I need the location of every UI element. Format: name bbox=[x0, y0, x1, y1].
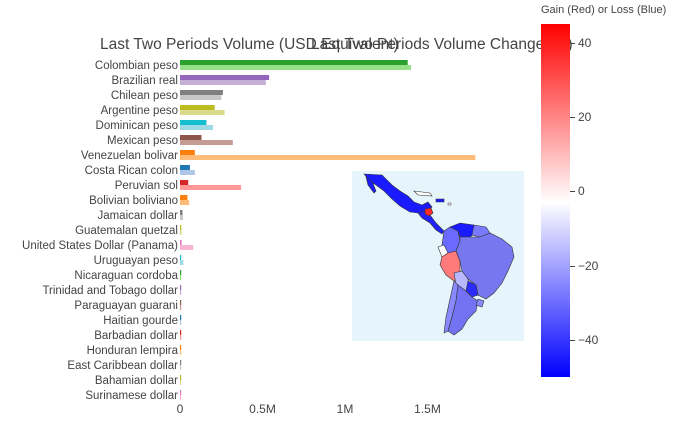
category-label: Surinamese dollar bbox=[85, 390, 178, 402]
x-tick-label: 1M bbox=[337, 402, 354, 416]
category-label: Dominican peso bbox=[96, 120, 178, 132]
colorbar-tick-label: 0 bbox=[578, 184, 585, 199]
region-caribbean bbox=[413, 190, 433, 197]
bar bbox=[180, 180, 189, 185]
category-label: Costa Rican colon bbox=[85, 165, 178, 177]
bar bbox=[180, 390, 182, 395]
colorbar-tick-label: 40 bbox=[578, 35, 592, 50]
bar bbox=[180, 60, 408, 65]
region-hispaniola bbox=[435, 198, 445, 203]
category-label: Honduran lempira bbox=[87, 345, 179, 357]
colorbar-tick-mark bbox=[570, 265, 575, 267]
bar bbox=[180, 95, 222, 100]
colorbar-tick-label: −40 bbox=[578, 332, 599, 347]
bar bbox=[180, 150, 195, 155]
category-label: Chilean peso bbox=[111, 90, 178, 102]
bar bbox=[180, 80, 266, 85]
bar bbox=[180, 65, 411, 70]
bar bbox=[180, 360, 182, 365]
category-label: Paraguayan guarani bbox=[74, 300, 178, 312]
bar bbox=[180, 90, 223, 95]
colorbar-tick-mark bbox=[570, 116, 575, 118]
bar bbox=[180, 365, 182, 370]
region-uruguay bbox=[475, 298, 485, 308]
category-label: Uruguayan peso bbox=[94, 255, 178, 267]
bar bbox=[180, 120, 207, 125]
bar bbox=[180, 240, 182, 245]
category-label: United States Dollar (Panama) bbox=[22, 240, 178, 252]
region-baja bbox=[365, 176, 377, 194]
category-label: Barbadian dollar bbox=[94, 330, 178, 342]
bar bbox=[180, 260, 184, 265]
category-label: Trinidad and Tobago dollar bbox=[42, 285, 178, 297]
bar bbox=[180, 140, 233, 145]
bar bbox=[180, 345, 182, 350]
region-brazil bbox=[455, 232, 515, 300]
category-label: Colombian peso bbox=[95, 60, 178, 72]
category-label: Bahamian dollar bbox=[95, 375, 178, 387]
bar bbox=[180, 375, 182, 380]
bar bbox=[180, 215, 183, 220]
x-tick-label: 0 bbox=[177, 402, 184, 416]
region-paraguay bbox=[465, 280, 479, 298]
bar bbox=[180, 155, 476, 160]
bar bbox=[180, 315, 182, 320]
x-tick-label: 0.5M bbox=[249, 402, 276, 416]
category-label: Nicaraguan cordoba bbox=[74, 270, 178, 282]
bar bbox=[180, 255, 182, 260]
bar bbox=[180, 125, 213, 130]
category-label: Bolivian boliviano bbox=[89, 195, 178, 207]
bar bbox=[180, 105, 215, 110]
region-argentina bbox=[447, 284, 479, 336]
colorbar-tick-label: 20 bbox=[578, 109, 592, 124]
category-label: Argentine peso bbox=[101, 105, 178, 117]
bar bbox=[180, 165, 190, 170]
bar bbox=[180, 195, 188, 200]
bar-chart-title: Last Two Periods Volume (USD Equivalent) bbox=[100, 36, 399, 53]
bar bbox=[180, 320, 182, 325]
region-costa-rica bbox=[424, 207, 434, 217]
colorbar-tick-mark bbox=[570, 42, 575, 44]
bar bbox=[180, 300, 182, 305]
bar bbox=[180, 330, 182, 335]
bar bbox=[180, 225, 182, 230]
category-label: Jamaican dollar bbox=[97, 210, 178, 222]
bar bbox=[180, 395, 182, 400]
category-label: Haitian gourde bbox=[103, 315, 178, 327]
colorbar-tick-label: −20 bbox=[578, 258, 599, 273]
bar bbox=[180, 285, 182, 290]
colorbar-tick-mark bbox=[570, 191, 575, 193]
bar bbox=[180, 350, 182, 355]
bar bbox=[180, 245, 194, 250]
colorbar-title: Gain (Red) or Loss (Blue) bbox=[541, 4, 667, 16]
bar bbox=[180, 275, 182, 280]
category-label: Venezuelan bolivar bbox=[81, 150, 178, 162]
choropleth-map bbox=[352, 171, 524, 341]
colorbar-tick-mark bbox=[570, 339, 575, 341]
bar bbox=[180, 170, 195, 175]
category-label: Guatemalan quetzal bbox=[75, 225, 178, 237]
bar bbox=[180, 335, 182, 340]
bar bbox=[180, 230, 182, 235]
region-lesser-antilles bbox=[447, 202, 452, 206]
x-tick-label: 1.5M bbox=[414, 402, 441, 416]
bar bbox=[180, 305, 182, 310]
category-label: Brazilian real bbox=[112, 75, 178, 87]
category-label: Mexican peso bbox=[107, 135, 178, 147]
category-label: Peruvian sol bbox=[115, 180, 178, 192]
bar bbox=[180, 210, 183, 215]
bar bbox=[180, 185, 242, 190]
bar bbox=[180, 200, 190, 205]
bar bbox=[180, 135, 202, 140]
bar bbox=[180, 75, 270, 80]
bar bbox=[180, 290, 182, 295]
bar bbox=[180, 270, 182, 275]
bar bbox=[180, 380, 182, 385]
map-title: Last Two Periods Volume Change (%) bbox=[311, 36, 573, 53]
category-label: East Caribbean dollar bbox=[67, 360, 178, 372]
bar bbox=[180, 110, 225, 115]
colorbar bbox=[541, 24, 570, 377]
